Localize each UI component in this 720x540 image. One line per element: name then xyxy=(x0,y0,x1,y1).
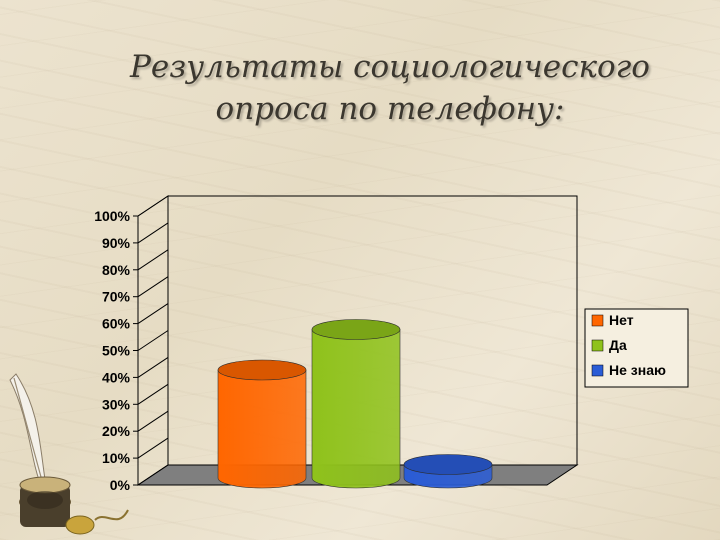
title-line-2: опроса по телефону: xyxy=(215,91,565,127)
y-tick-depth xyxy=(137,195,169,217)
y-tick-depth xyxy=(137,330,169,351)
y-tick-depth xyxy=(137,464,169,486)
bar-body xyxy=(311,329,401,489)
bar-top xyxy=(217,359,307,381)
y-tick-depth xyxy=(137,383,169,405)
legend-label: Нет xyxy=(609,312,634,328)
y-tick-depth xyxy=(137,249,169,271)
y-tick-label: 70% xyxy=(102,289,131,305)
y-tick-label: 80% xyxy=(102,262,131,278)
bar-2 xyxy=(311,319,401,489)
legend-label: Не знаю xyxy=(609,362,666,378)
y-tick-depth xyxy=(137,356,169,378)
quill-inkwell-image xyxy=(9,373,129,535)
y-tick-label: 90% xyxy=(102,235,131,251)
y-tick-label: 100% xyxy=(94,208,130,224)
y-tick-label: 50% xyxy=(102,343,131,359)
y-tick-depth xyxy=(137,437,169,459)
bar-top xyxy=(311,319,401,340)
y-tick-label: 60% xyxy=(102,316,131,332)
y-tick-depth xyxy=(137,410,169,432)
slide-title: Результаты социологического опроса по те… xyxy=(60,46,720,130)
y-tick-label: 30% xyxy=(102,396,131,412)
y-tick-label: 10% xyxy=(102,450,131,466)
y-tick-depth xyxy=(137,222,169,244)
legend-label: Да xyxy=(609,337,627,353)
y-tick-label: 0% xyxy=(110,477,131,493)
bar-3 xyxy=(403,454,493,489)
legend-swatch xyxy=(591,339,604,352)
y-tick-depth xyxy=(137,303,169,325)
title-line-1: Результаты социологического xyxy=(130,49,650,85)
y-axis: 0% 10% 20% 30% 40% 50% 60% 70% 80% 90% 100% xyxy=(94,195,169,493)
y-tick-depth xyxy=(137,276,169,298)
bars xyxy=(217,319,493,489)
legend: Нет Да Не знаю xyxy=(584,308,689,388)
bar-1 xyxy=(217,359,307,489)
y-tick-label: 20% xyxy=(102,423,131,439)
bar-body xyxy=(217,369,307,489)
legend-swatch xyxy=(591,314,604,327)
y-tick-label: 40% xyxy=(102,369,131,385)
legend-swatch xyxy=(591,364,604,377)
bar-top xyxy=(403,454,493,475)
